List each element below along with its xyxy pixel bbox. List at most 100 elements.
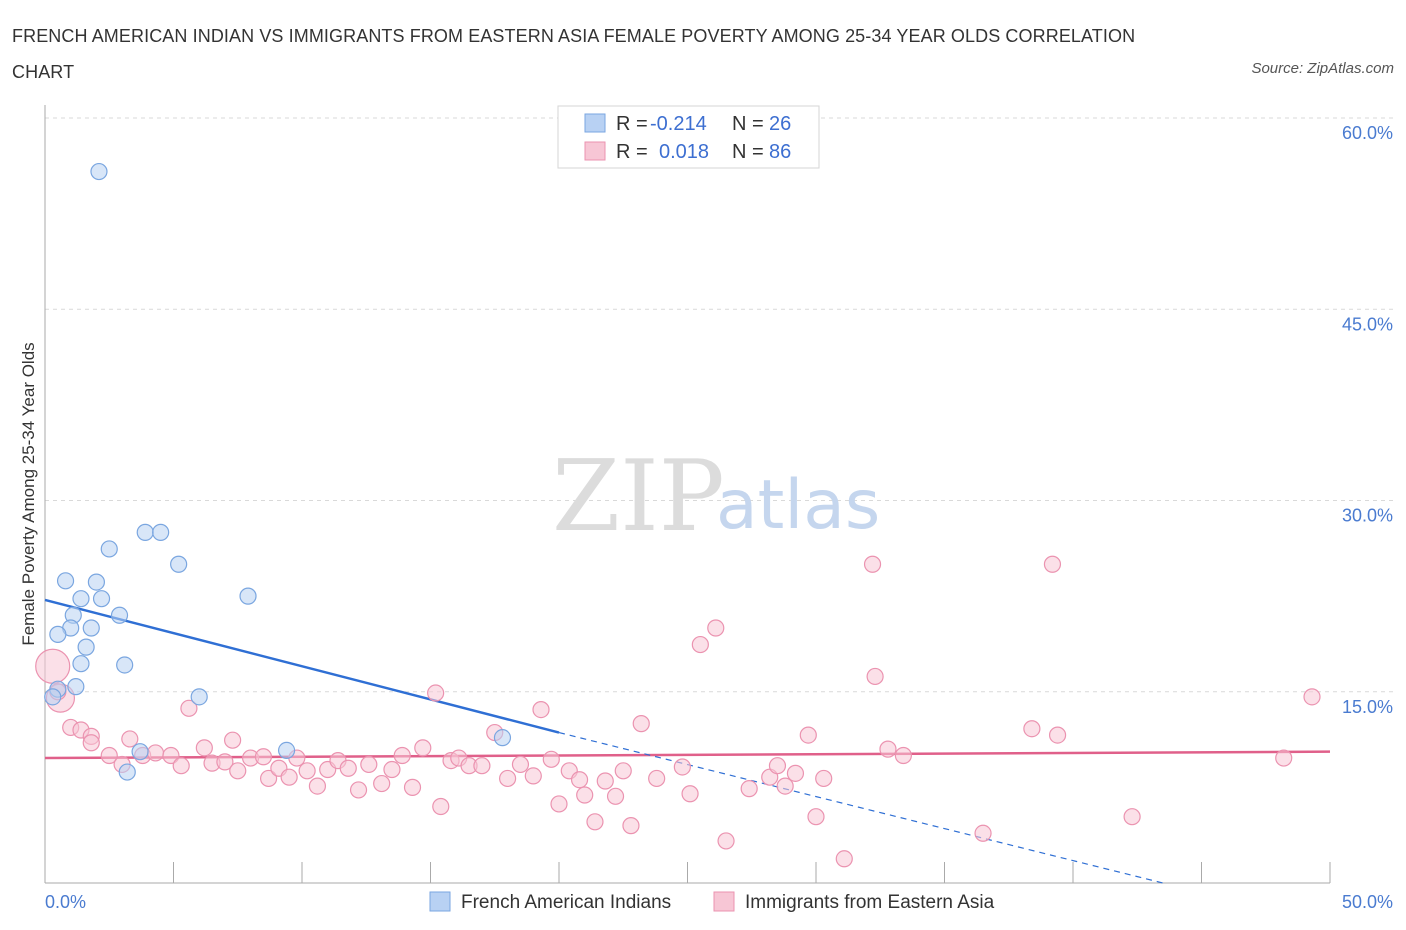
pink-point	[807, 808, 825, 826]
pink-point	[259, 769, 278, 788]
blue-point	[87, 573, 106, 591]
pink-point	[360, 755, 378, 774]
pink-point	[776, 777, 794, 795]
pink-point	[432, 797, 450, 816]
x-tick-label-min: 0.0%	[45, 892, 86, 912]
blue-point	[56, 572, 75, 590]
pink-point	[866, 667, 884, 686]
legend-swatch-blue	[584, 113, 606, 133]
y-tick-label: 15.0%	[1342, 697, 1393, 717]
pink-point	[740, 780, 758, 798]
pink-point	[1303, 688, 1321, 706]
pink-point	[606, 787, 625, 805]
pink-point	[879, 740, 897, 758]
legend-swatch-pink	[584, 141, 606, 161]
pink-point	[172, 757, 190, 775]
series-legend: French American Indians Immigrants from …	[429, 891, 995, 913]
pink-point	[349, 781, 368, 799]
series-legend-label-pink: Immigrants from Eastern Asia	[745, 892, 995, 913]
pink-point	[499, 769, 517, 788]
blue-point	[67, 678, 85, 696]
blue-point	[277, 741, 296, 760]
pink-point	[162, 746, 180, 765]
blue-point	[170, 555, 188, 573]
pink-point	[570, 771, 589, 789]
source-label: Source: ZipAtlas.com	[1251, 60, 1394, 77]
blue-point	[110, 606, 129, 624]
pink-point	[414, 739, 432, 757]
blue-point	[82, 619, 100, 637]
pink-point	[863, 555, 882, 573]
x-tick-label-max: 50.0%	[1342, 892, 1393, 912]
blue-point	[116, 656, 134, 674]
pink-point	[82, 734, 100, 752]
pink-point	[532, 700, 550, 719]
pink-point	[393, 746, 411, 765]
pink-point	[1275, 749, 1293, 767]
pink-point	[786, 764, 805, 782]
legend-n-value-blue: 26	[769, 113, 791, 135]
pink-point	[339, 759, 357, 777]
pink-point	[974, 824, 992, 842]
blue-point	[92, 590, 111, 608]
pink-point	[224, 731, 242, 749]
pink-point	[673, 758, 691, 776]
blue-point	[493, 729, 512, 747]
pink-point	[681, 785, 699, 803]
pink-point	[298, 762, 316, 780]
y-tick-label: 30.0%	[1342, 506, 1393, 526]
blue-point	[49, 625, 67, 643]
blue-point	[77, 638, 95, 656]
pink-point	[894, 746, 912, 765]
pink-point	[121, 730, 139, 748]
pink-point	[473, 757, 491, 775]
pink-point	[1048, 726, 1067, 744]
blue-point	[136, 523, 154, 541]
watermark-atlas: atlas	[716, 466, 880, 545]
legend-n-label-blue: N =	[732, 113, 764, 135]
trend-line-blue-extension	[558, 731, 1164, 884]
y-tick-labels: 15.0% 30.0% 45.0% 60.0%	[1342, 123, 1393, 717]
pink-point	[632, 715, 650, 733]
blue-point	[152, 523, 170, 541]
pink-point	[146, 744, 165, 762]
pink-point	[511, 755, 530, 774]
correlation-legend: R = -0.214 N = 26 R = 0.018 N = 86	[557, 105, 820, 169]
pink-point	[622, 817, 640, 835]
blue-point	[44, 688, 62, 706]
blue-point	[90, 162, 108, 181]
pink-point	[229, 762, 247, 780]
blue-point	[72, 655, 90, 673]
blue-point	[100, 540, 118, 558]
pink-point	[524, 767, 542, 785]
pink-point	[35, 648, 71, 684]
pink-point	[707, 619, 725, 637]
pink-point	[815, 769, 833, 788]
chart-title: FRENCH AMERICAN INDIAN VS IMMIGRANTS FRO…	[12, 26, 1136, 82]
pink-point	[1023, 720, 1041, 738]
pink-point	[373, 774, 391, 793]
pink-point	[586, 813, 604, 831]
pink-point	[550, 795, 568, 813]
y-tick-label: 45.0%	[1342, 314, 1393, 334]
pink-point	[195, 739, 213, 757]
pink-point	[216, 753, 234, 771]
pink-point	[576, 786, 594, 804]
x-ticks	[44, 862, 1331, 883]
pink-point	[799, 726, 817, 744]
pink-point	[1043, 555, 1062, 573]
pink-point	[835, 850, 853, 868]
y-tick-label: 60.0%	[1342, 123, 1393, 143]
series-legend-swatch-pink	[713, 891, 735, 912]
pink-point	[648, 769, 666, 788]
legend-r-value-blue: -0.214	[650, 113, 707, 135]
pink-point	[596, 772, 614, 790]
trend-line-blue	[44, 598, 560, 734]
pink-point	[691, 635, 709, 654]
blue-point	[190, 688, 208, 706]
blue-point	[72, 590, 90, 608]
blue-point	[239, 587, 257, 605]
legend-n-value-pink: 86	[769, 141, 791, 163]
pink-point	[1123, 808, 1141, 826]
